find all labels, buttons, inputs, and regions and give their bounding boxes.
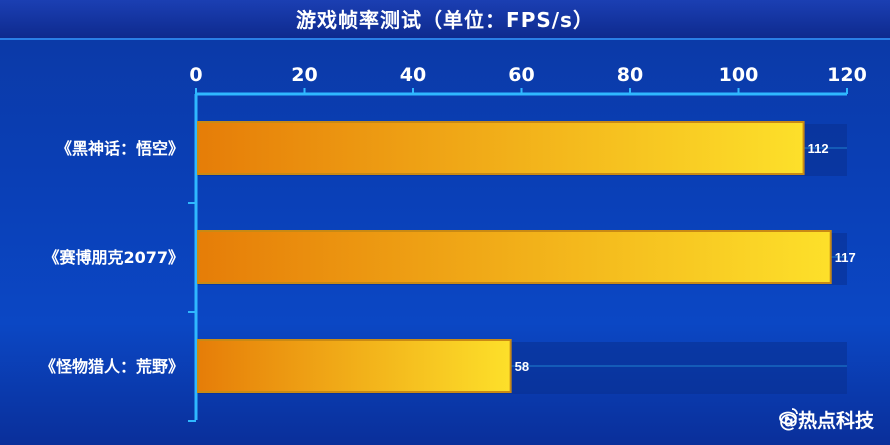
x-tick-label: 120 (827, 64, 867, 86)
category-label: 《赛博朋克2077》 (43, 248, 184, 267)
data-label: 58 (515, 359, 529, 374)
data-label: 117 (835, 250, 856, 265)
bar (197, 339, 512, 393)
title-bar: 游戏帧率测试（单位：FPS/s） (0, 0, 890, 40)
x-tick-label: 40 (400, 64, 426, 86)
x-tick-label: 80 (617, 64, 643, 86)
x-tick-label: 100 (719, 64, 759, 86)
x-tick-label: 0 (189, 64, 202, 86)
data-label: 112 (808, 141, 829, 156)
bar (197, 230, 832, 284)
watermark: @热点科技 (779, 406, 874, 433)
category-label: 《怪物猎人：荒野》 (40, 357, 184, 376)
bar (197, 121, 805, 175)
watermark-text: @热点科技 (778, 410, 874, 432)
weibo-logo-icon (779, 408, 798, 425)
chart-title: 游戏帧率测试（单位：FPS/s） (296, 8, 594, 32)
x-tick-label: 20 (291, 64, 317, 86)
x-tick-label: 60 (508, 64, 534, 86)
category-label: 《黑神话：悟空》 (56, 139, 184, 158)
